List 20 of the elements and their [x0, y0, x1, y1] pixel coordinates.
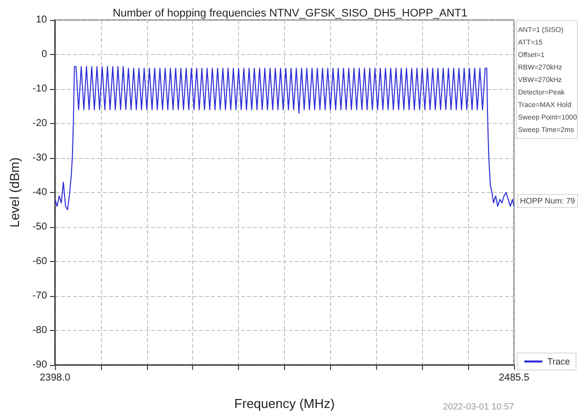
y-tick-label: -20: [32, 118, 48, 129]
y-tick-label: -40: [32, 187, 48, 198]
x-tick-label: 2485.5: [498, 372, 530, 384]
line-series: [54, 66, 514, 210]
legend-label: Trace: [547, 356, 570, 366]
y-tick-label: -50: [32, 222, 48, 232]
y-axis-title: Level (dBm): [7, 157, 22, 228]
y-tick-label: 0: [41, 49, 48, 60]
chart-title: Number of hopping frequencies NTNV_GFSK_SISO_DH5_HOPP_ANT1: [112, 8, 468, 20]
y-tick-label: -10: [32, 84, 48, 94]
text: HOPP Num: 79: [520, 196, 576, 206]
y-tick-label: -80: [32, 325, 48, 336]
x-tick-label: 2398.0: [40, 372, 71, 384]
text: 2022-03-01 10:57: [442, 402, 514, 412]
x-axis-title: Frequency (MHz): [234, 396, 335, 411]
y-tick-label: 10: [36, 14, 48, 26]
y-tick-label: -60: [32, 256, 48, 267]
y-tick-label: -90: [32, 360, 48, 370]
y-tick-label: -30: [32, 152, 48, 164]
y-tick-label: -70: [32, 290, 48, 302]
